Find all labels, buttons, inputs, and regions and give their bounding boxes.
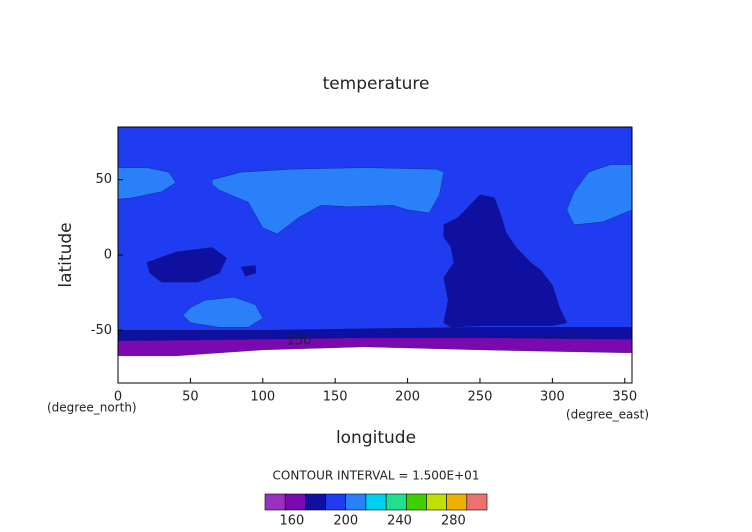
x-tick-label: 250 xyxy=(468,390,493,405)
contour-region xyxy=(146,247,227,283)
y-axis-label: latitude xyxy=(56,222,76,287)
contour-region xyxy=(240,265,256,277)
x-unit: (degree_east) xyxy=(566,408,649,422)
y-unit: (degree_north) xyxy=(47,401,137,415)
colorbar-cell xyxy=(264,493,286,511)
colorbar-cell xyxy=(385,493,407,511)
contour-region xyxy=(117,167,177,200)
x-tick-label: 300 xyxy=(540,390,565,405)
colorbar-cell xyxy=(305,493,326,511)
colorbar-tick-label: 160 xyxy=(279,514,304,529)
y-tick-label: 0 xyxy=(104,248,112,263)
y-tick-label: 50 xyxy=(95,172,112,187)
x-tick-label: 0 xyxy=(114,390,122,405)
contour-region xyxy=(443,194,568,328)
colorbar-tick-label: 280 xyxy=(441,514,466,529)
x-tick-label: 200 xyxy=(395,390,420,405)
contour-region xyxy=(211,167,445,235)
contour-region xyxy=(566,164,633,226)
colorbar-cell xyxy=(405,493,427,511)
x-axis-label: longitude xyxy=(336,428,416,448)
colorbar-tick-label: 240 xyxy=(387,514,412,529)
colorbar-cell xyxy=(426,493,447,511)
y-tick-label: -50 xyxy=(91,323,112,338)
colorbar-cell xyxy=(446,493,468,511)
colorbar-tick-label: 200 xyxy=(333,514,358,529)
colorbar-cell xyxy=(365,493,387,511)
chart-title: temperature xyxy=(323,74,430,94)
colorbar-cell xyxy=(466,493,488,511)
contour-region xyxy=(182,296,264,328)
x-tick-label: 350 xyxy=(612,390,637,405)
x-tick-label: 150 xyxy=(323,390,348,405)
contour-label: 150 xyxy=(287,333,312,348)
contour-region xyxy=(117,337,633,357)
x-tick-label: 100 xyxy=(250,390,275,405)
colorbar-cell xyxy=(325,493,347,511)
contour-interval: CONTOUR INTERVAL = 1.500E+01 xyxy=(273,469,480,483)
x-tick-label: 50 xyxy=(182,390,199,405)
colorbar-cell xyxy=(284,493,306,511)
colorbar-cell xyxy=(345,493,367,511)
